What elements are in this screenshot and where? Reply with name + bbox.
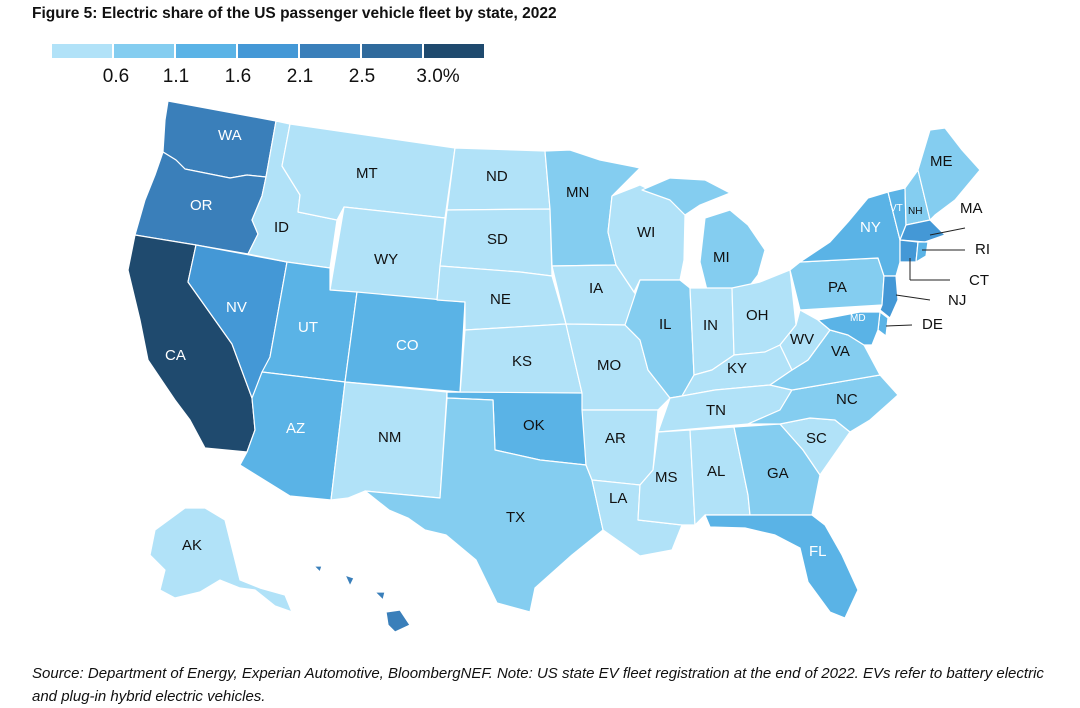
state-md — [817, 311, 881, 346]
label-nd: ND — [486, 168, 508, 185]
state-ak — [149, 507, 293, 613]
state-ct — [899, 239, 919, 263]
legend-swatch — [424, 44, 484, 58]
legend-tick: 1.6 — [224, 66, 252, 87]
state-me — [917, 127, 981, 221]
label-co: CO — [396, 337, 419, 354]
legend-swatch — [300, 44, 360, 58]
label-tx: TX — [506, 509, 525, 526]
label-nh: NH — [908, 206, 922, 217]
label-wa: WA — [218, 127, 242, 144]
label-me: ME — [930, 153, 953, 170]
label-ok: OK — [523, 417, 545, 434]
legend-swatch — [362, 44, 422, 58]
state-ri — [915, 241, 929, 263]
label-id: ID — [274, 219, 289, 236]
label-ma: MA — [960, 200, 983, 217]
label-wi: WI — [637, 224, 655, 241]
legend-tick: 1.1 — [162, 66, 190, 87]
label-nm: NM — [378, 429, 401, 446]
label-tn: TN — [706, 402, 726, 419]
state-hi — [313, 565, 411, 633]
label-nc: NC — [836, 391, 858, 408]
source-note: Source: Department of Energy, Experian A… — [32, 665, 1044, 705]
label-ms: MS — [655, 469, 678, 486]
label-wv: WV — [790, 331, 814, 348]
label-mo: MO — [597, 357, 621, 374]
label-il: IL — [659, 316, 672, 333]
legend-tick: 2.5 — [348, 66, 376, 87]
legend-tick: 2.1 — [286, 66, 314, 87]
label-ca: CA — [165, 347, 186, 364]
label-mi: MI — [713, 249, 730, 266]
label-ct: CT — [969, 272, 989, 289]
label-ga: GA — [767, 465, 789, 482]
label-oh: OH — [746, 307, 769, 324]
label-ri: RI — [975, 241, 990, 258]
state-nj — [879, 275, 899, 319]
legend-tick: 3.0% — [416, 66, 460, 87]
label-ar: AR — [605, 430, 626, 447]
legend-swatch — [114, 44, 174, 58]
label-md: MD — [850, 313, 866, 324]
label-ia: IA — [589, 280, 603, 297]
label-de: DE — [922, 316, 943, 333]
label-va: VA — [831, 343, 850, 360]
us-state-map: WA OR CA NV ID MT WY UT CO AZ NM ND SD N… — [127, 100, 990, 633]
callout-lines — [885, 227, 966, 327]
state-ar — [581, 409, 659, 486]
label-in: IN — [703, 317, 718, 334]
legend-swatch — [238, 44, 298, 58]
label-sc: SC — [806, 430, 827, 447]
label-ny: NY — [860, 219, 881, 236]
label-nv: NV — [226, 299, 247, 316]
label-ak: AK — [182, 537, 202, 554]
state-fl — [704, 514, 859, 619]
label-or: OR — [190, 197, 213, 214]
label-ne: NE — [490, 291, 511, 308]
label-ky: KY — [727, 360, 747, 377]
label-fl: FL — [809, 543, 827, 560]
label-mt: MT — [356, 165, 378, 182]
label-vt: VT — [890, 203, 903, 214]
legend-swatch — [52, 44, 112, 58]
label-ks: KS — [512, 353, 532, 370]
label-sd: SD — [487, 231, 508, 248]
figure-title: Figure 5: Electric share of the US passe… — [32, 5, 557, 22]
label-la: LA — [609, 490, 627, 507]
label-mn: MN — [566, 184, 589, 201]
label-al: AL — [707, 463, 725, 480]
label-nj: NJ — [948, 292, 966, 309]
legend-swatch — [176, 44, 236, 58]
label-wy: WY — [374, 251, 398, 268]
label-pa: PA — [828, 279, 847, 296]
label-ut: UT — [298, 319, 318, 336]
label-az: AZ — [286, 420, 305, 437]
legend-tick: 0.6 — [102, 66, 130, 87]
state-tx — [364, 397, 604, 613]
state-mi — [641, 177, 766, 295]
